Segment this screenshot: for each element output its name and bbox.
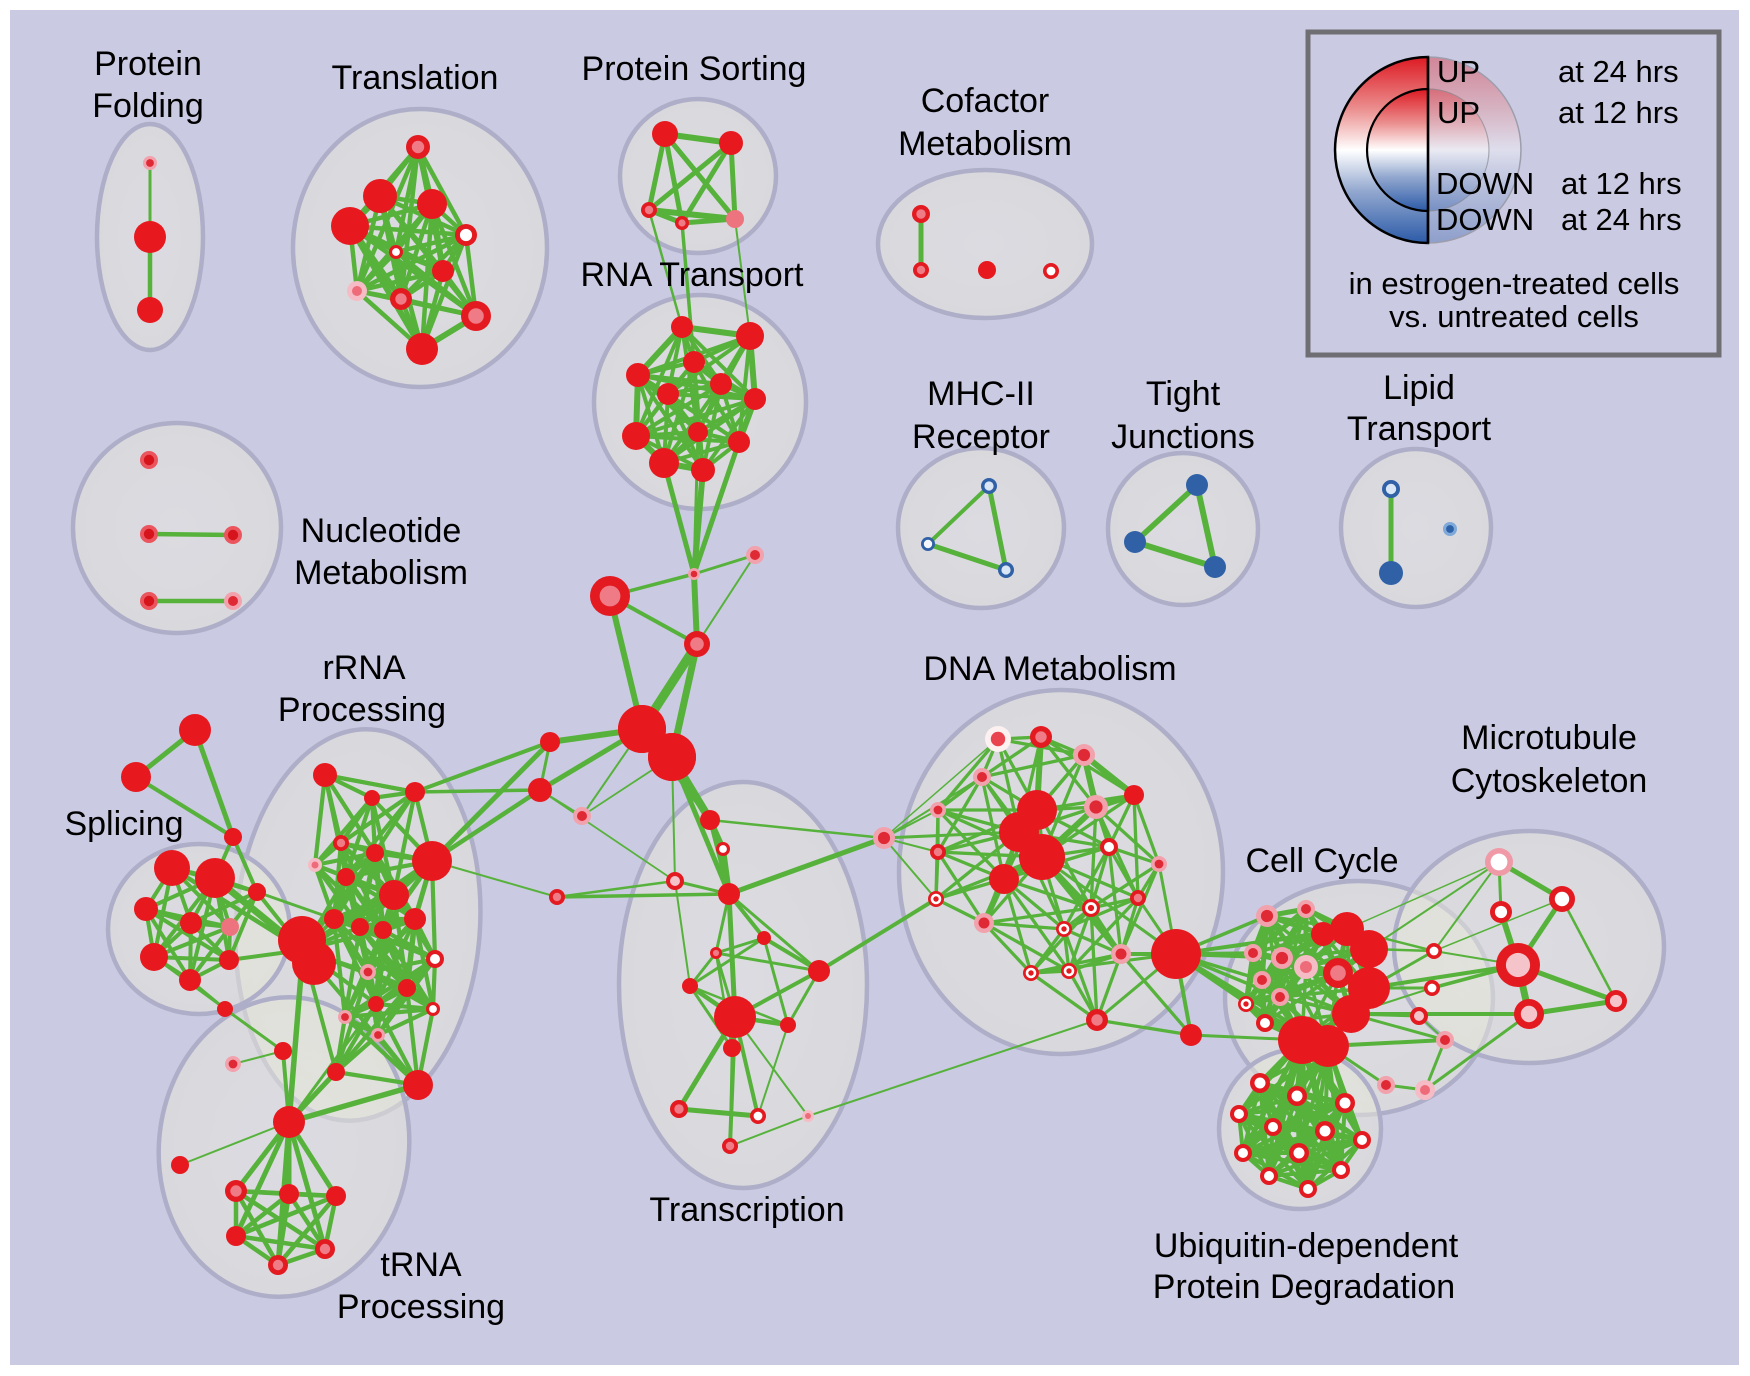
svg-text:Translation: Translation [332,59,499,97]
svg-text:Metabolism: Metabolism [898,125,1072,163]
svg-text:Cell Cycle: Cell Cycle [1245,842,1398,880]
svg-text:vs. untreated cells: vs. untreated cells [1389,299,1639,334]
svg-text:DNA Metabolism: DNA Metabolism [923,650,1176,688]
svg-text:Ubiquitin-dependent: Ubiquitin-dependent [1154,1227,1459,1265]
svg-text:rRNA: rRNA [322,649,405,687]
svg-text:Splicing: Splicing [64,805,183,843]
svg-text:Lipid: Lipid [1383,369,1455,407]
svg-text:Junctions: Junctions [1111,418,1255,456]
svg-text:Processing: Processing [337,1288,505,1326]
svg-text:at 24 hrs: at 24 hrs [1561,202,1682,237]
svg-text:DOWN: DOWN [1436,202,1534,237]
svg-text:MHC-II: MHC-II [927,375,1035,413]
svg-text:Receptor: Receptor [912,418,1050,456]
svg-text:DOWN: DOWN [1436,166,1534,201]
svg-text:Microtubule: Microtubule [1461,719,1637,757]
svg-text:Cytoskeleton: Cytoskeleton [1451,762,1648,800]
svg-text:Protein Sorting: Protein Sorting [582,50,807,88]
svg-text:UP: UP [1437,95,1480,130]
svg-text:at 12 hrs: at 12 hrs [1558,95,1679,130]
svg-text:Protein: Protein [94,45,202,83]
svg-text:Folding: Folding [92,87,204,125]
svg-text:Processing: Processing [278,691,446,729]
svg-text:RNA Transport: RNA Transport [581,256,805,294]
svg-text:Cofactor: Cofactor [921,82,1050,120]
svg-text:at 24 hrs: at 24 hrs [1558,54,1679,89]
svg-text:tRNA: tRNA [380,1246,462,1284]
svg-text:in estrogen-treated cells: in estrogen-treated cells [1349,266,1680,301]
svg-text:Protein Degradation: Protein Degradation [1153,1268,1455,1306]
svg-text:Metabolism: Metabolism [294,554,468,592]
svg-text:Nucleotide: Nucleotide [301,512,462,550]
svg-text:Tight: Tight [1146,375,1221,413]
svg-text:UP: UP [1437,54,1480,89]
svg-text:at 12 hrs: at 12 hrs [1561,166,1682,201]
svg-text:Transport: Transport [1347,410,1492,448]
svg-text:Transcription: Transcription [649,1191,844,1229]
